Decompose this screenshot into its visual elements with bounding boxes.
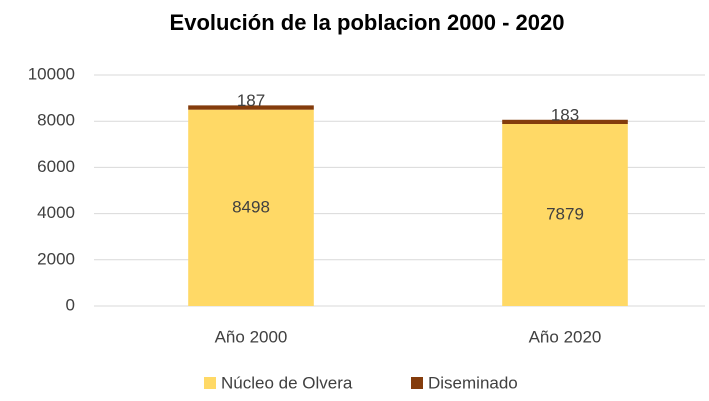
bar-segment bbox=[502, 123, 628, 306]
data-label: 183 bbox=[551, 105, 579, 124]
y-tick-label: 8000 bbox=[37, 111, 75, 130]
legend-swatch bbox=[411, 377, 423, 389]
data-label: 7879 bbox=[546, 204, 584, 223]
bar-segment bbox=[502, 119, 628, 124]
x-tick-label: Año 2000 bbox=[215, 327, 288, 346]
data-label: 8498 bbox=[232, 197, 270, 216]
y-tick-label: 2000 bbox=[37, 249, 75, 268]
data-label: 187 bbox=[237, 91, 265, 110]
y-tick-label: 0 bbox=[66, 295, 75, 314]
legend-label: Diseminado bbox=[428, 373, 518, 392]
legend-label: Núcleo de Olvera bbox=[221, 373, 353, 392]
chart-title: Evolución de la poblacion 2000 - 2020 bbox=[170, 10, 565, 35]
y-tick-label: 10000 bbox=[28, 64, 75, 83]
x-tick-label: Año 2020 bbox=[529, 327, 602, 346]
legend-swatch bbox=[204, 377, 216, 389]
bar-segment bbox=[188, 109, 314, 306]
bar-segment bbox=[188, 105, 314, 110]
y-tick-label: 6000 bbox=[37, 157, 75, 176]
y-tick-label: 4000 bbox=[37, 203, 75, 222]
